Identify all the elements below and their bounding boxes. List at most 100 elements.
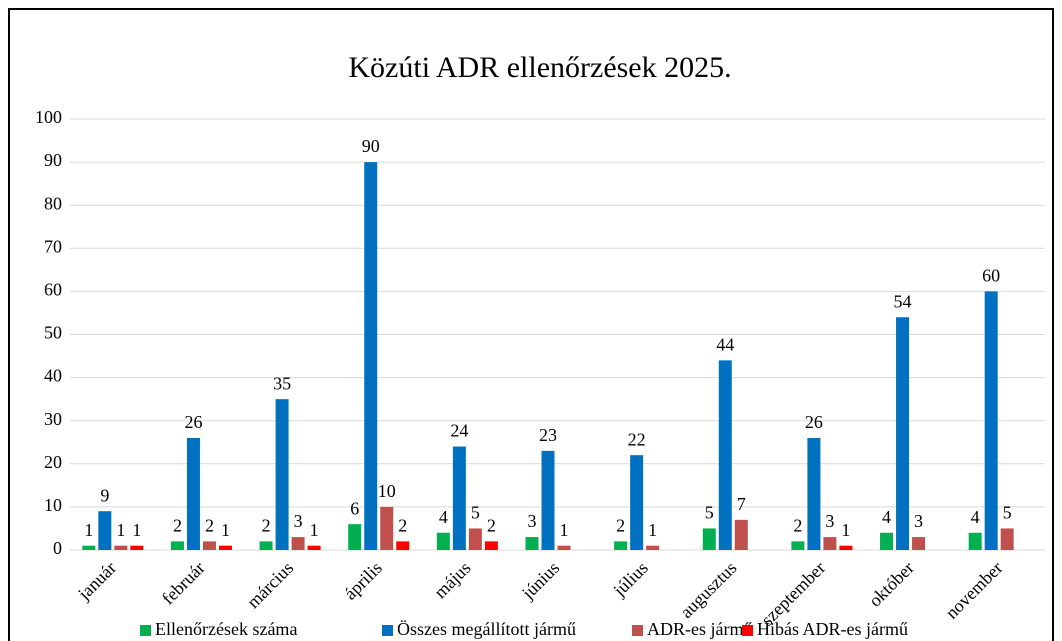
bar bbox=[186, 437, 200, 550]
bar bbox=[275, 399, 289, 550]
data-label: 2 bbox=[262, 516, 271, 536]
data-label: 3 bbox=[825, 511, 834, 531]
y-tick-label: 20 bbox=[44, 452, 62, 472]
legend-label: Hibás ADR-es jármű bbox=[757, 619, 908, 639]
y-tick-label: 90 bbox=[44, 150, 62, 170]
bar bbox=[718, 360, 732, 550]
bar bbox=[525, 537, 539, 550]
bar bbox=[348, 524, 362, 550]
bar bbox=[896, 317, 910, 550]
data-label: 26 bbox=[184, 412, 202, 432]
bar bbox=[130, 545, 144, 550]
y-tick-label: 30 bbox=[44, 409, 62, 429]
data-label: 10 bbox=[378, 481, 396, 501]
bar bbox=[630, 455, 644, 550]
data-label: 5 bbox=[705, 503, 714, 523]
bar bbox=[702, 528, 716, 550]
data-label: 5 bbox=[471, 503, 480, 523]
data-label: 2 bbox=[398, 516, 407, 536]
data-label: 1 bbox=[648, 520, 657, 540]
y-tick-label: 50 bbox=[44, 323, 62, 343]
legend-swatch bbox=[382, 625, 393, 636]
data-label: 5 bbox=[1003, 503, 1012, 523]
data-label: 3 bbox=[528, 511, 537, 531]
bar bbox=[218, 545, 232, 550]
data-label: 2 bbox=[205, 516, 214, 536]
bar bbox=[380, 506, 394, 550]
chart-frame bbox=[8, 8, 1054, 641]
data-label: 2 bbox=[173, 516, 182, 536]
data-label: 4 bbox=[439, 507, 448, 527]
bar bbox=[202, 541, 216, 550]
bar bbox=[436, 532, 450, 550]
data-label: 1 bbox=[560, 520, 569, 540]
data-label: 7 bbox=[737, 494, 746, 514]
legend-label: ADR-es jármű bbox=[647, 619, 752, 639]
data-label: 1 bbox=[84, 520, 93, 540]
bar bbox=[968, 532, 982, 550]
data-label: 3 bbox=[294, 511, 303, 531]
data-label: 2 bbox=[487, 516, 496, 536]
data-label: 90 bbox=[362, 136, 380, 156]
data-label: 1 bbox=[221, 520, 230, 540]
legend-swatch bbox=[140, 625, 151, 636]
legend-label: Összes megállított jármű bbox=[397, 619, 576, 639]
bar bbox=[307, 545, 321, 550]
bar bbox=[541, 450, 555, 550]
y-tick-label: 0 bbox=[53, 538, 62, 558]
bar bbox=[170, 541, 184, 550]
bar bbox=[734, 519, 748, 550]
bar bbox=[984, 291, 998, 550]
bar bbox=[114, 545, 128, 550]
y-tick-label: 60 bbox=[44, 280, 62, 300]
bar bbox=[291, 537, 305, 550]
bar bbox=[823, 537, 837, 550]
bar bbox=[468, 528, 482, 550]
data-label: 54 bbox=[894, 291, 912, 311]
data-label: 2 bbox=[616, 516, 625, 536]
data-label: 24 bbox=[450, 421, 468, 441]
data-label: 2 bbox=[793, 516, 802, 536]
data-label: 1 bbox=[116, 520, 125, 540]
bar bbox=[1000, 528, 1014, 550]
bar bbox=[912, 537, 926, 550]
bar bbox=[880, 532, 894, 550]
bar bbox=[364, 162, 378, 550]
data-label: 44 bbox=[716, 334, 734, 354]
data-label: 23 bbox=[539, 425, 557, 445]
bar bbox=[839, 545, 853, 550]
bar bbox=[396, 541, 410, 550]
data-label: 6 bbox=[350, 498, 359, 518]
y-tick-label: 100 bbox=[35, 107, 62, 127]
legend-label: Ellenőrzések száma bbox=[155, 619, 297, 639]
bar bbox=[452, 446, 466, 550]
data-label: 1 bbox=[310, 520, 319, 540]
bar bbox=[646, 545, 660, 550]
data-label: 4 bbox=[971, 507, 980, 527]
bar bbox=[557, 545, 571, 550]
bar bbox=[259, 541, 273, 550]
data-label: 35 bbox=[273, 373, 291, 393]
bar bbox=[484, 541, 498, 550]
data-label: 1 bbox=[841, 520, 850, 540]
y-tick-label: 40 bbox=[44, 366, 62, 386]
chart-title: Közúti ADR ellenőrzések 2025. bbox=[348, 51, 731, 84]
y-tick-label: 10 bbox=[44, 495, 62, 515]
y-tick-label: 80 bbox=[44, 193, 62, 213]
bar bbox=[791, 541, 805, 550]
data-label: 1 bbox=[132, 520, 141, 540]
bar bbox=[82, 545, 96, 550]
y-tick-label: 70 bbox=[44, 236, 62, 256]
bar bbox=[614, 541, 628, 550]
data-label: 22 bbox=[628, 429, 646, 449]
legend-swatch bbox=[742, 625, 753, 636]
data-label: 4 bbox=[882, 507, 891, 527]
data-label: 26 bbox=[805, 412, 823, 432]
legend-swatch bbox=[632, 625, 643, 636]
data-label: 9 bbox=[100, 485, 109, 505]
data-label: 3 bbox=[914, 511, 923, 531]
bar bbox=[98, 511, 112, 550]
data-label: 60 bbox=[982, 266, 1000, 286]
bar bbox=[807, 437, 821, 550]
